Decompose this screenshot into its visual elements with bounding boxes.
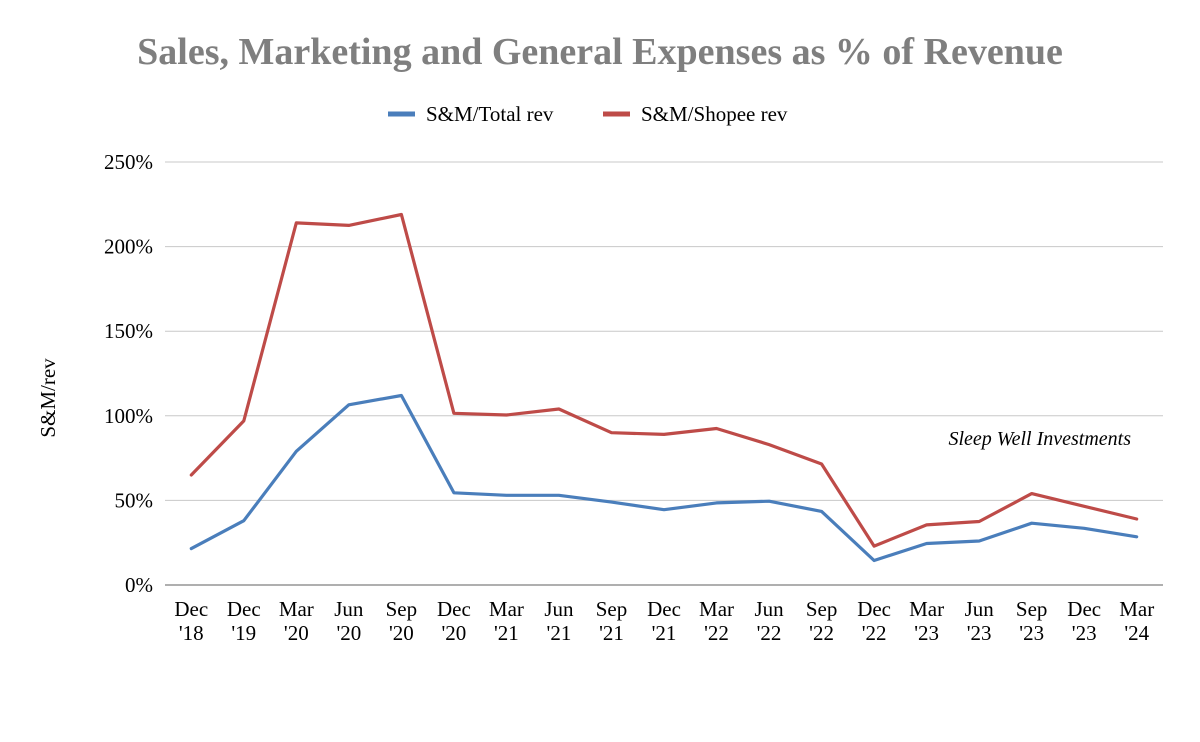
- series-line-0: [189, 393, 1139, 563]
- x-tick-label: Dec '20: [437, 597, 471, 645]
- x-tick-label: Dec '19: [227, 597, 261, 645]
- x-tick-label: Mar '22: [699, 597, 734, 645]
- legend-label: S&M/Total rev: [426, 102, 554, 126]
- x-tick-label: Sep '23: [1016, 597, 1048, 645]
- y-tick-labels: 0% 50% 100% 150% 200% 250%: [104, 150, 153, 597]
- x-tick-label: Mar '20: [279, 597, 314, 645]
- x-tick-label: Jun '21: [544, 597, 574, 645]
- y-axis-label: S&M/rev: [36, 358, 60, 438]
- x-tick-label: Jun '23: [965, 597, 995, 645]
- chart-title: Sales, Marketing and General Expenses as…: [137, 31, 1063, 73]
- watermark-annotation: Sleep Well Investments: [948, 428, 1131, 450]
- x-tick-label: Jun '20: [334, 597, 364, 645]
- x-tick-label: Sep '22: [806, 597, 838, 645]
- x-tick-labels: Dec '18 Dec '19 Mar '20 Jun '20 Sep '20 Dec '20 Mar '…: [174, 597, 1154, 645]
- gridlines: [165, 161, 1163, 501]
- x-tick-label: Dec '18: [174, 597, 208, 645]
- x-tick-label: Mar '23: [909, 597, 944, 645]
- legend: S&M/Total rev S&M/Shopee rev: [388, 102, 788, 126]
- series-line-1: [189, 212, 1139, 548]
- y-tick-label: 200%: [104, 235, 153, 259]
- legend-label: S&M/Shopee rev: [641, 102, 788, 126]
- x-tick-label: Sep '21: [596, 597, 628, 645]
- y-tick-label: 100%: [104, 404, 153, 428]
- x-tick-label: Dec '23: [1067, 597, 1101, 645]
- y-tick-label: 50%: [115, 488, 154, 512]
- x-tick-label: Mar '21: [489, 597, 524, 645]
- y-tick-label: 150%: [104, 319, 153, 343]
- y-tick-label: 0%: [125, 573, 153, 597]
- x-tick-label: Dec '21: [647, 597, 681, 645]
- x-tick-label: Jun '22: [754, 597, 784, 645]
- x-tick-label: Mar '24: [1119, 597, 1154, 645]
- x-tick-label: Sep '20: [386, 597, 418, 645]
- y-tick-label: 250%: [104, 150, 153, 174]
- x-tick-label: Dec '22: [857, 597, 891, 645]
- series-lines: [189, 212, 1139, 563]
